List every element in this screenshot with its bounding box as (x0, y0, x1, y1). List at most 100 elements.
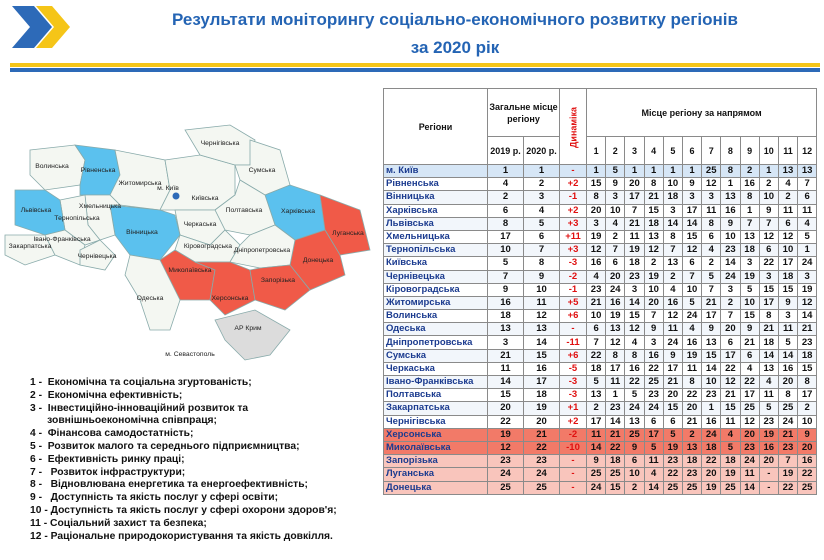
header-cell: 1 (585, 136, 607, 165)
table-cell: 1 (585, 163, 607, 179)
table-cell: 23 (624, 269, 645, 284)
table-cell: 13 (643, 229, 664, 245)
table-cell: 12 (624, 322, 645, 337)
dynamics-cell: -3 (559, 388, 587, 403)
map-label: Одеська (137, 295, 164, 302)
table-cell: 1 (739, 203, 760, 218)
table-cell: 16 (739, 177, 760, 192)
table-cell: 25 (720, 480, 741, 495)
header-cell: Місце регіону за напрямом (585, 88, 818, 137)
header-cell: 9 (739, 136, 760, 165)
table-cell: 2 (643, 256, 664, 271)
table-cell: 23 (523, 454, 560, 469)
map-region (319, 194, 371, 256)
map-label: Закарпатська (9, 243, 52, 250)
table-row: Кіровоградська 9 10 -1 23 24 3 10 4 10 7 3 5 15 15 19 (383, 282, 818, 297)
region-name: Тернопільська (383, 243, 488, 258)
table-cell: 14 (662, 216, 683, 231)
region-name: Київська (383, 256, 488, 271)
header-cell: Динаміка (559, 88, 587, 165)
table-cell: 14 (681, 216, 703, 231)
table-cell: 20 (797, 440, 818, 456)
table-cell: 12 (605, 335, 626, 350)
table-cell: 17 (523, 374, 560, 390)
table-cell: 4 (701, 243, 722, 258)
table-cell: 8 (624, 348, 645, 363)
region-name: Херсонська (383, 427, 488, 442)
table-cell: 10 (662, 177, 683, 192)
table-cell: 25 (739, 401, 760, 416)
table-cell: 23 (739, 440, 760, 456)
table-cell: 7 (797, 177, 818, 192)
table-cell: 18 (605, 454, 626, 469)
table-cell: 14 (643, 480, 664, 495)
region-name: Сумська (383, 348, 488, 363)
region-name: Волинська (383, 309, 488, 324)
table-cell: 16 (720, 203, 741, 218)
table-cell: 10 (643, 282, 664, 297)
table-cell: 11 (797, 203, 818, 218)
table-cell: 19 (487, 427, 524, 442)
table-cell: 7 (758, 216, 779, 231)
table-cell: 23 (681, 467, 703, 482)
table-cell: 7 (777, 454, 799, 469)
table-cell: 20 (487, 401, 524, 416)
map-label: Луганська (332, 230, 364, 237)
map-label: Вінницька (126, 228, 158, 236)
table-cell: 12 (681, 243, 703, 258)
map-label: м. Київ (157, 185, 179, 192)
table-cell: 24 (643, 401, 664, 416)
legend-item: 2 - Економічна ефективність; (30, 389, 183, 401)
header-cell: 3 (624, 136, 645, 165)
map-region (214, 179, 276, 236)
table-cell: 16 (487, 295, 524, 311)
table-row: Вінницька 2 3 -1 8 3 17 21 18 3 3 13 8 10 2 6 (383, 190, 818, 205)
table-cell: 19 (797, 282, 818, 297)
table-cell: 5 (605, 163, 626, 179)
header-cell: 7 (701, 136, 722, 165)
dynamics-cell: +11 (559, 229, 587, 245)
table-cell: 13 (758, 361, 779, 377)
header-cell: 11 (777, 136, 799, 165)
table-cell: 23 (758, 414, 779, 429)
table-cell: 2 (523, 177, 560, 192)
map-label: Дніпропетровська (234, 246, 291, 254)
table-cell: 13 (701, 335, 722, 350)
table-cell: 18 (487, 309, 524, 324)
table-cell: 19 (624, 243, 645, 258)
table-cell: 12 (720, 374, 741, 390)
table-cell: 23 (777, 440, 799, 456)
table-cell: 21 (643, 190, 664, 205)
table-cell: 18 (720, 454, 741, 469)
table-cell: 10 (758, 190, 779, 205)
table-cell: 13 (585, 388, 607, 403)
region-name: Вінницька (383, 190, 488, 205)
table-cell: 18 (777, 269, 799, 284)
table-cell: 3 (605, 190, 626, 205)
table-cell: 22 (662, 467, 683, 482)
map-label: Черкаська (184, 221, 217, 228)
table-cell: 22 (585, 348, 607, 363)
table-row: Донецька 25 25-24 15 2 14 25 25 19 25 14-22 25 (383, 480, 818, 495)
table-cell: 24 (720, 269, 741, 284)
map-region (194, 261, 256, 316)
table-cell: 25 (701, 163, 722, 179)
table-cell: 21 (681, 414, 703, 429)
table-cell: 21 (777, 427, 799, 442)
legend-item: 11 - Соціальний захист та безпека; (30, 517, 207, 529)
table-cell: 10 (681, 282, 703, 297)
table-cell: 11 (662, 322, 683, 337)
table-cell: 8 (701, 216, 722, 231)
table-row: Черкаська 11 16 -5 18 17 16 22 17 11 14 22 4 13 16 15 (383, 361, 818, 377)
legend-item: зовнішньоекономічна співпраця; (30, 415, 217, 427)
table-cell: 14 (701, 361, 722, 377)
table-cell: 10 (797, 414, 818, 429)
region-name: Хмельницька (383, 229, 488, 245)
table-cell: 20 (605, 269, 626, 284)
table-cell: 24 (797, 256, 818, 271)
region-name: Львівська (383, 216, 488, 231)
logo-chevron (36, 6, 70, 48)
table-cell: 3 (739, 256, 760, 271)
table-cell: 16 (523, 361, 560, 377)
